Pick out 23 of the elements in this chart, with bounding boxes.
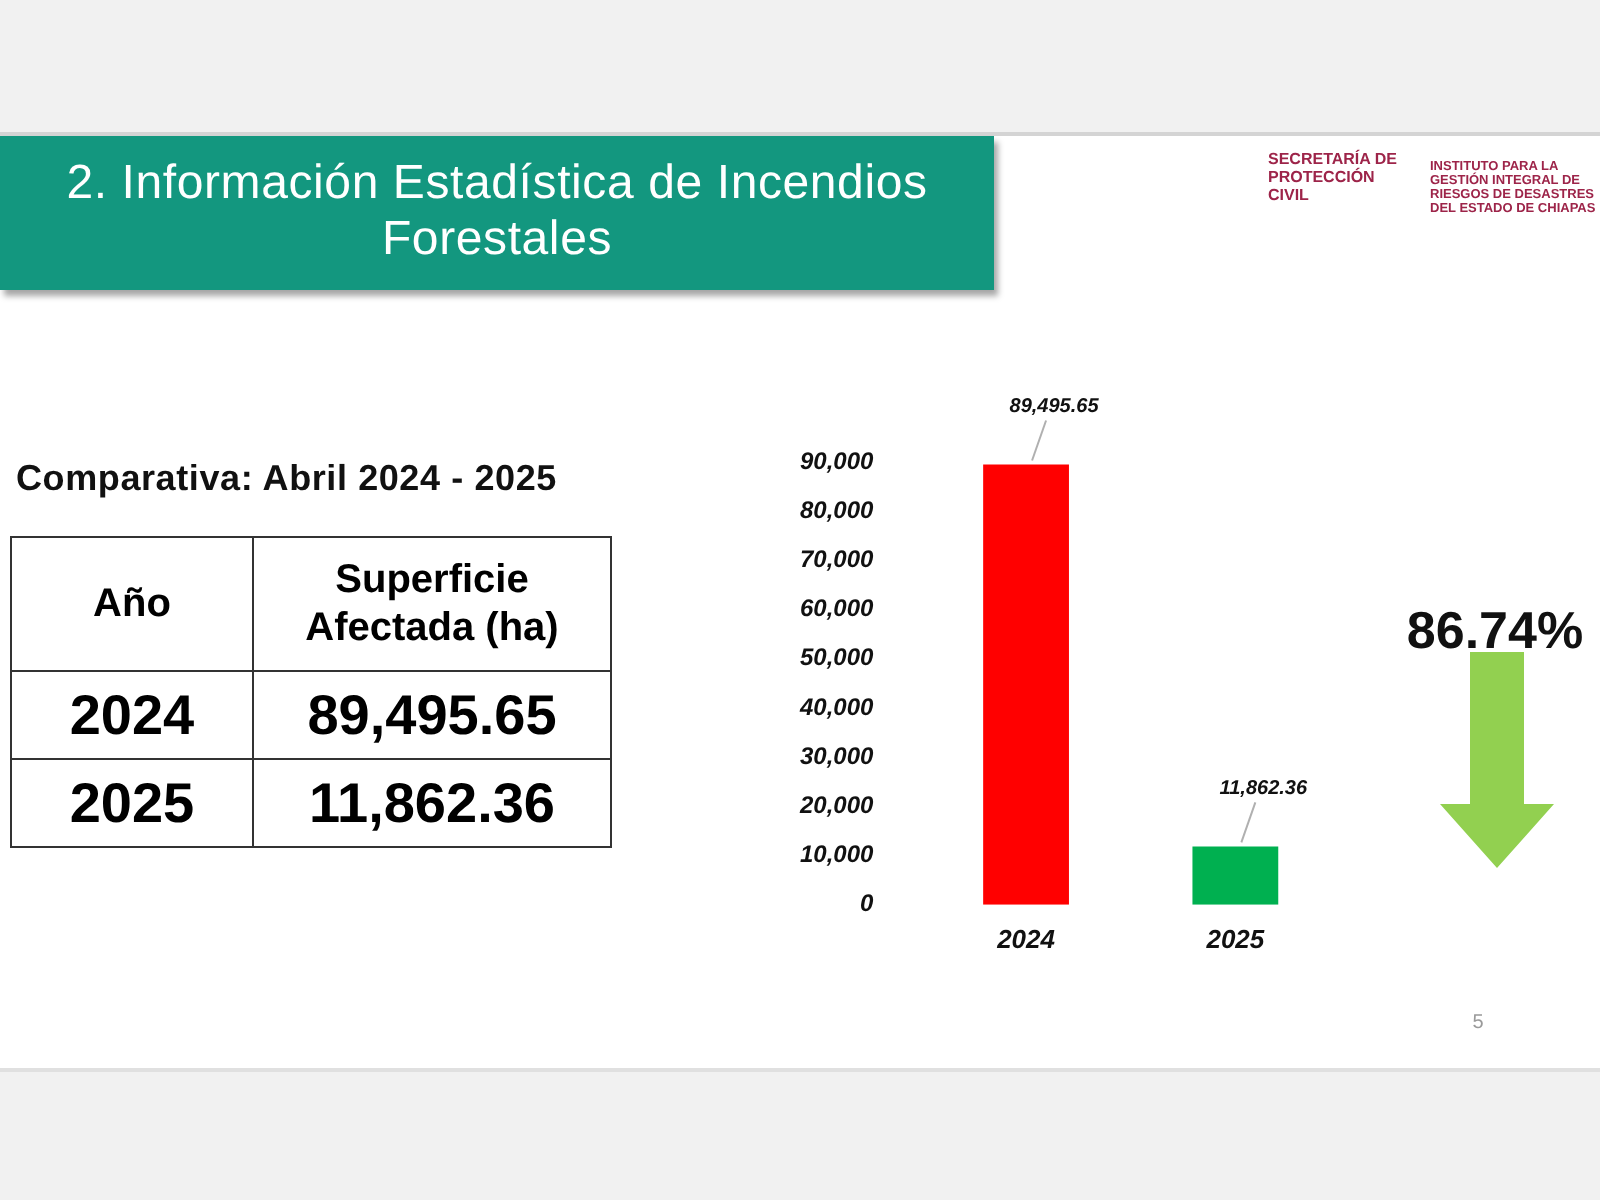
text: 2. Información Estadística de Incendios Forestales	[0, 136, 994, 290]
category-label: 2025	[69, 771, 195, 833]
category-label: 2024	[69, 683, 195, 745]
text: SECRETARÍA DE PROTECCIÓN CIVIL	[1268, 150, 1399, 204]
y-tick-label: 50,000	[800, 643, 875, 672]
text: Comparativa: Abril 2024 - 2025	[16, 458, 557, 500]
y-tick-label: 40,000	[798, 692, 875, 721]
y-tick-label: 20,000	[798, 791, 875, 820]
y-tick-label: 10,000	[800, 840, 875, 869]
text: Año	[11, 537, 253, 671]
y-tick-label: 90,000	[800, 446, 875, 475]
y-tick-label: 80,000	[800, 495, 875, 524]
y-tick-label: 0	[860, 889, 875, 918]
text: Superficie Afectada (ha)	[253, 537, 611, 671]
text: 11,862.36	[308, 771, 556, 833]
data-label: 11,862.36	[1219, 777, 1308, 800]
y-tick-label: 70,000	[800, 545, 875, 574]
text: 86.74%	[1404, 600, 1586, 662]
data-label: 89,495.65	[1009, 395, 1100, 418]
text: 5	[1470, 1012, 1486, 1034]
y-tick-label: 60,000	[800, 594, 875, 623]
text: 89,495.65	[307, 683, 557, 745]
y-tick-label: 30,000	[800, 741, 875, 770]
